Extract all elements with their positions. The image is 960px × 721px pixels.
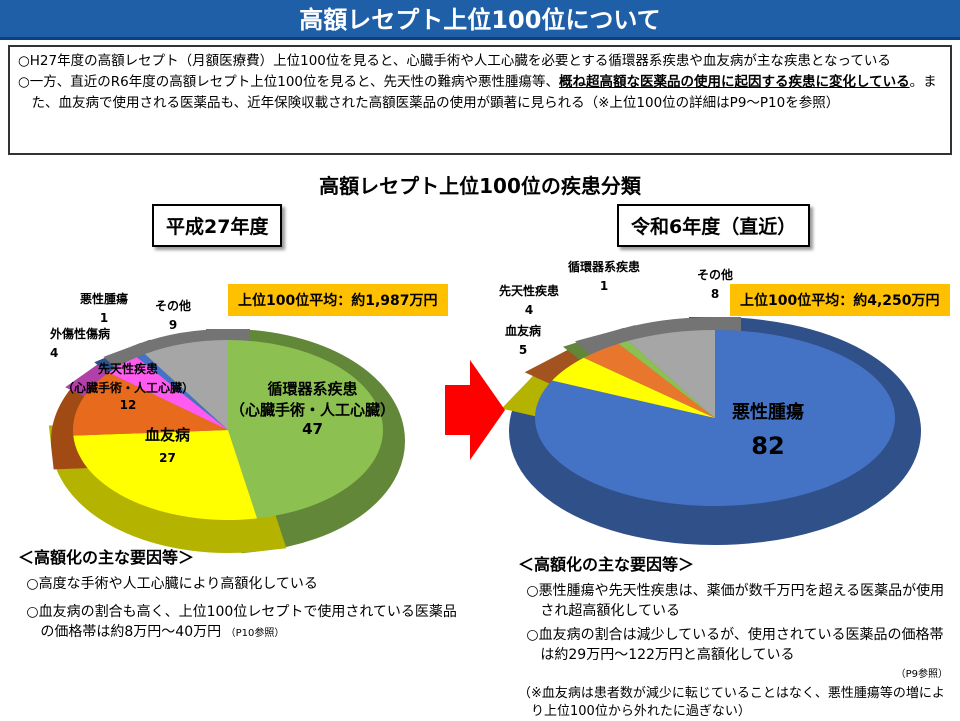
slide-title: 高額レセプト上位100位について <box>0 0 960 40</box>
data-label: 循環器系疾患 1 <box>568 260 641 293</box>
summary-box: ○H27年度の高額レセプト（月額医療費）上位100位を見ると、心臓手術や人工心臓… <box>8 45 952 155</box>
factors-heading: ＜高額化の主な要因等＞ <box>518 555 695 574</box>
data-label: その他 8 <box>697 268 734 301</box>
data-label: 悪性腫瘍 82 <box>732 402 804 460</box>
chart-title: 高額レセプト上位100位の疾患分類 <box>319 174 641 198</box>
data-label: 血友病 5 <box>505 324 542 357</box>
period-label-h27: 平成27年度 <box>152 204 283 247</box>
pie-slice <box>583 343 715 418</box>
data-label: 循環器系疾患 （心臓手術・人工心臓） 47 <box>230 380 396 438</box>
data-label: 先天性疾患 4 <box>499 284 560 317</box>
left-factors: ＜高額化の主な要因等＞ ○高度な手術や人工心臓により高額化している ○血友病の割… <box>18 548 458 652</box>
right-factors: ＜高額化の主な要因等＞ ○悪性腫瘍や先天性疾患は、薬価が数千万円を超える医薬品が… <box>518 555 948 721</box>
factors-heading: ＜高額化の主な要因等＞ <box>18 548 195 567</box>
factor-item: ○血友病の割合は減少しているが、使用されている医薬品の価格帯は約29万円～122… <box>526 627 944 663</box>
footnote: （※血友病は患者数が減少に転じていることはなく、悪性腫瘍等の増により上位100位… <box>518 686 945 719</box>
pie-slice <box>552 357 715 418</box>
pie-slice <box>228 340 383 519</box>
data-label: 血友病 27 <box>145 426 191 465</box>
pie-slice <box>628 330 715 418</box>
factor-item: ○悪性腫瘍や先天性疾患は、薬価が数千万円を超える医薬品が使用され超高額化している <box>526 583 945 619</box>
summary-emphasis: 概ね超高額な医薬品の使用に起因する疾患に変化している <box>558 74 910 90</box>
pie-slice <box>618 340 715 418</box>
average-badge-r6: 上位100位平均：約4,250万円 <box>730 284 950 316</box>
pie-slice <box>144 340 228 430</box>
data-label: 先天性疾患 （心臓手術・人工心臓） 12 <box>62 362 195 412</box>
pie-slice <box>73 430 258 520</box>
data-label: 外傷性傷病 4 <box>50 327 111 360</box>
average-badge-h27: 上位100位平均：約1,987万円 <box>228 284 448 316</box>
factor-item: ○高度な手術や人工心臓により高額化している <box>26 576 318 592</box>
pie-slice <box>136 354 228 430</box>
data-label: 悪性腫瘍 1 <box>80 292 129 325</box>
arrow-right-icon <box>445 360 505 460</box>
factor-item: ○血友病の割合も高く、上位100位レセプトで使用されている医薬品の価格帯は約8万… <box>26 604 457 640</box>
data-label: その他 9 <box>155 299 192 332</box>
pie-slice <box>73 372 228 436</box>
summary-text: ○一方、直近のR6年度の高額レセプト上位100位を見ると、先天性の難病や悪性腫瘍… <box>18 74 559 90</box>
summary-point-2: ○一方、直近のR6年度の高額レセプト上位100位を見ると、先天性の難病や悪性腫瘍… <box>18 72 942 114</box>
pie-slice <box>108 357 228 430</box>
reference-note: （P9参照） <box>895 669 948 680</box>
summary-text: 。また、血友病で使用される医薬品も、近年保険収載された高額医薬品の使用が顕著に見… <box>31 74 937 111</box>
summary-point-1: ○H27年度の高額レセプト（月額医療費）上位100位を見ると、心臓手術や人工心臓… <box>18 53 891 69</box>
period-label-r6: 令和6年度（直近） <box>617 204 811 247</box>
